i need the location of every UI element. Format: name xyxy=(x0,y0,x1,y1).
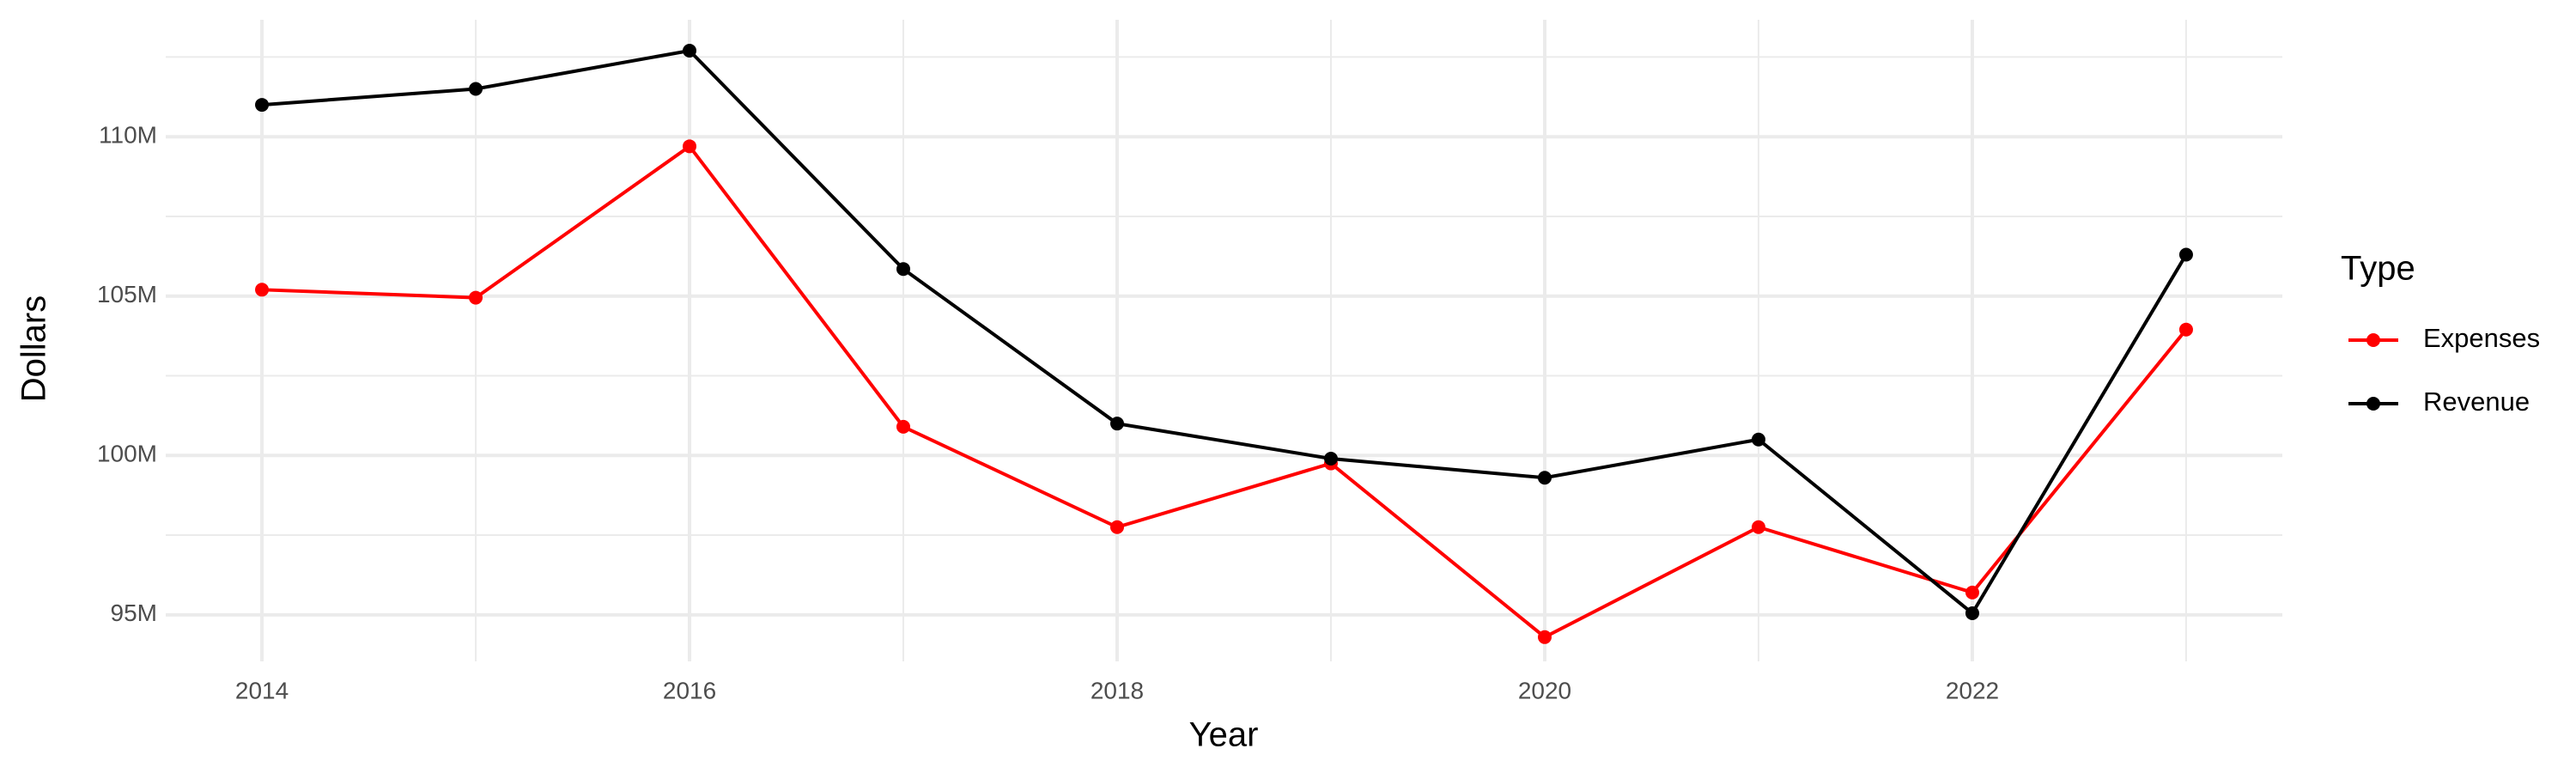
x-tick-label: 2020 xyxy=(1518,677,1571,703)
legend-label: Revenue xyxy=(2423,386,2530,417)
data-point xyxy=(1965,585,1979,600)
data-point xyxy=(683,139,697,154)
data-point xyxy=(1110,520,1125,534)
data-point xyxy=(1751,520,1765,534)
legend-key-point xyxy=(2366,333,2380,347)
x-tick-label: 2016 xyxy=(663,677,716,703)
legend-label: Expenses xyxy=(2423,323,2540,353)
data-point xyxy=(683,43,697,58)
y-axis-title: Dollars xyxy=(15,295,53,402)
series-line xyxy=(261,143,2188,640)
x-tick-label: 2014 xyxy=(235,677,289,703)
data-point xyxy=(2178,322,2193,337)
y-tick-label: 110M xyxy=(99,122,157,149)
legend-title: Type xyxy=(2341,250,2415,288)
data-point xyxy=(255,283,270,297)
legend-key-point xyxy=(2366,397,2380,411)
data-point xyxy=(255,98,270,113)
data-point xyxy=(469,290,483,305)
data-point xyxy=(896,419,911,434)
data-point xyxy=(1751,432,1765,447)
x-tick-label: 2022 xyxy=(1946,677,1999,703)
series-line xyxy=(261,48,2188,616)
data-point xyxy=(2178,247,2193,262)
data-point xyxy=(469,82,483,96)
data-point xyxy=(896,262,911,277)
y-tick-label: 95M xyxy=(111,600,157,626)
x-axis-title: Year xyxy=(1189,716,1259,754)
data-point xyxy=(1323,451,1338,466)
data-point xyxy=(1537,630,1552,644)
data-point xyxy=(1110,417,1125,431)
y-tick-label: 105M xyxy=(97,281,157,307)
y-tick-label: 100M xyxy=(97,441,157,467)
x-tick-label: 2018 xyxy=(1091,677,1144,703)
data-point xyxy=(1537,471,1552,485)
data-point xyxy=(1965,606,1979,620)
